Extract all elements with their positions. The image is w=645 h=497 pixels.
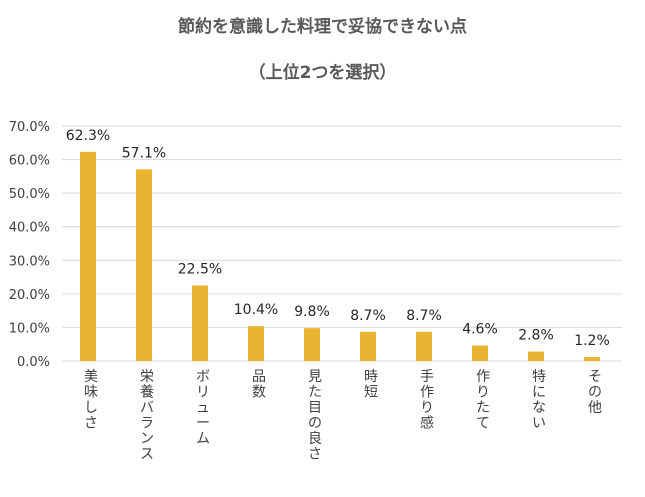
- x-tick-label: 特にない: [532, 369, 546, 432]
- bar: [584, 356, 600, 361]
- x-tick-label: 手作り感: [420, 369, 434, 432]
- y-tick-label: 50.0%: [9, 187, 50, 202]
- bar: [80, 151, 96, 361]
- y-tick-label: 60.0%: [9, 154, 50, 169]
- bar: [248, 326, 264, 361]
- x-tick-label: 見た目の良さ: [308, 369, 322, 463]
- bar: [360, 331, 376, 361]
- chart-title: 節約を意識した料理で妥協できない点: [178, 17, 467, 37]
- x-tick-label: 作りたて: [476, 369, 490, 432]
- x-tick-label: 品数: [252, 369, 266, 401]
- y-tick-label: 40.0%: [9, 221, 50, 236]
- data-label: 2.8%: [518, 328, 554, 344]
- bar: [304, 328, 320, 361]
- y-tick-label: 0.0%: [17, 355, 50, 370]
- data-label: 8.7%: [406, 308, 442, 324]
- data-label: 8.7%: [350, 308, 386, 324]
- bar: [528, 351, 544, 361]
- x-tick-label: その他: [588, 369, 602, 416]
- chart-subtitle: （上位2つを選択）: [248, 63, 397, 83]
- bar: [192, 285, 208, 361]
- bar: [472, 345, 488, 361]
- y-tick-label: 70.0%: [9, 120, 50, 135]
- data-label: 4.6%: [462, 322, 498, 338]
- bar: [416, 331, 432, 361]
- data-label: 10.4%: [234, 302, 278, 318]
- data-label: 9.8%: [294, 304, 330, 320]
- data-label: 22.5%: [178, 261, 222, 277]
- data-label: 1.2%: [574, 333, 610, 349]
- y-tick-label: 10.0%: [9, 321, 50, 336]
- x-tick-label: 美味しさ: [84, 369, 98, 432]
- x-tick-label: ボリューム: [196, 369, 210, 447]
- bar: [136, 169, 152, 361]
- y-tick-label: 30.0%: [9, 254, 50, 269]
- y-tick-label: 20.0%: [9, 288, 50, 303]
- x-tick-label: 栄養バランス: [140, 369, 154, 463]
- x-tick-label: 時短: [364, 369, 378, 401]
- data-label: 57.1%: [122, 145, 166, 161]
- data-label: 62.3%: [66, 128, 110, 144]
